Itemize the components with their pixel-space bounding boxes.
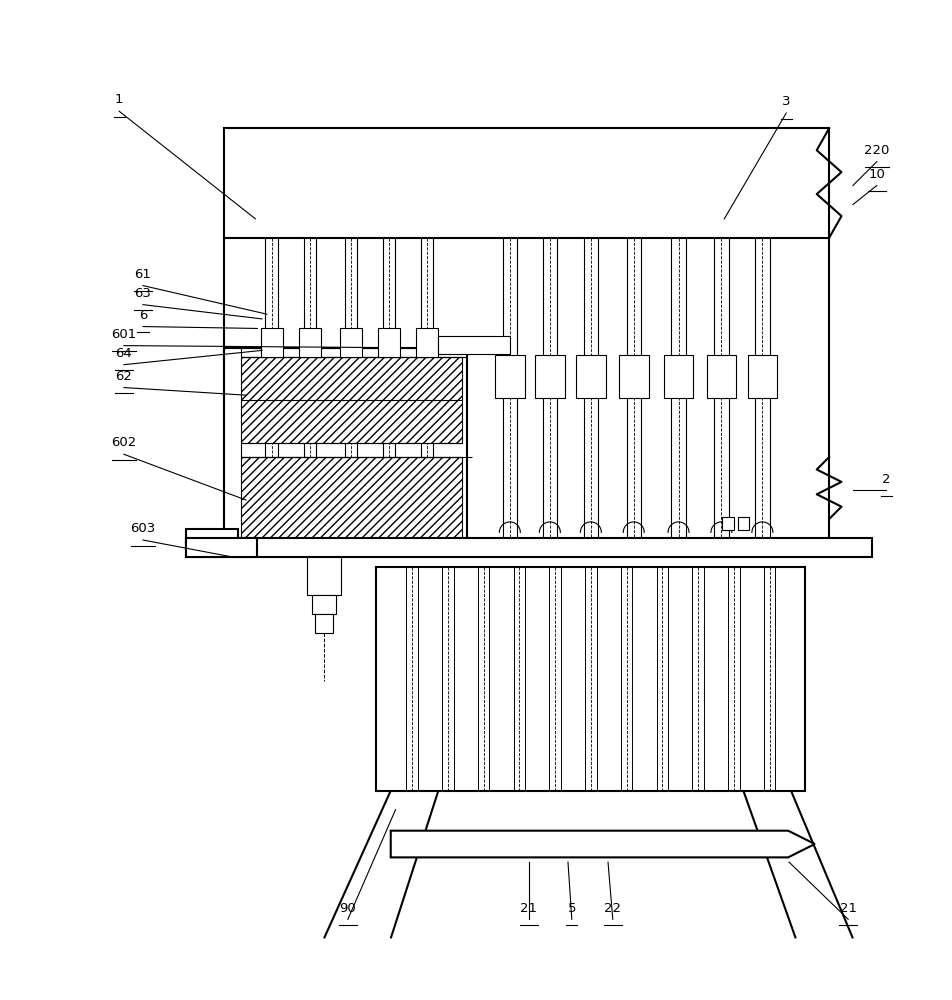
Bar	[706, 355, 735, 398]
Text: 61: 61	[134, 268, 151, 281]
Bar	[747, 355, 777, 398]
Bar	[663, 355, 692, 398]
Text: 6: 6	[139, 309, 147, 322]
Text: 64: 64	[115, 347, 132, 360]
Bar	[224, 128, 828, 238]
Text: 21: 21	[520, 902, 537, 915]
Bar	[299, 328, 320, 357]
Text: 2: 2	[882, 473, 889, 486]
Bar	[534, 355, 564, 398]
Bar	[495, 355, 525, 398]
Bar	[224, 348, 241, 543]
Bar	[437, 336, 509, 354]
Text: 62: 62	[115, 370, 132, 383]
Text: 63: 63	[134, 287, 151, 300]
Text: 22: 22	[604, 902, 621, 915]
Bar	[575, 355, 605, 398]
Bar	[307, 557, 341, 595]
Bar	[238, 457, 462, 538]
Bar	[311, 595, 336, 614]
Bar	[186, 538, 871, 557]
Bar	[377, 328, 400, 357]
Bar	[339, 328, 362, 357]
Text: 1: 1	[115, 93, 123, 106]
Bar	[315, 614, 332, 633]
Text: 3: 3	[782, 95, 789, 108]
Text: 5: 5	[567, 902, 575, 915]
Bar	[238, 357, 462, 443]
Bar	[186, 538, 257, 557]
Text: 21: 21	[839, 902, 856, 915]
Bar	[722, 517, 733, 530]
Bar	[186, 529, 238, 543]
Bar	[260, 328, 282, 357]
Text: 601: 601	[111, 328, 136, 341]
Bar	[619, 355, 647, 398]
Text: 90: 90	[339, 902, 356, 915]
Text: 220: 220	[863, 144, 888, 157]
Bar	[415, 328, 438, 357]
Polygon shape	[390, 831, 814, 857]
Bar	[737, 517, 748, 530]
Text: 603: 603	[130, 522, 155, 535]
Bar	[376, 567, 804, 791]
Bar	[224, 348, 466, 543]
Text: 10: 10	[867, 168, 884, 181]
Text: 602: 602	[111, 436, 136, 449]
